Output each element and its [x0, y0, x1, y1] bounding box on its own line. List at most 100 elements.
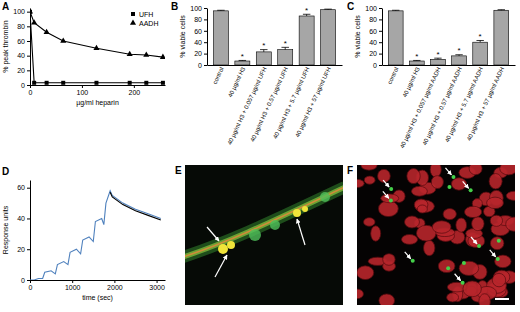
tick-label: 2000	[107, 284, 123, 291]
tick: 40	[369, 39, 382, 46]
green-signal	[469, 188, 473, 192]
tick-label: 60	[194, 28, 202, 35]
cell	[479, 294, 491, 305]
tick: 40 µg/ml H3 + 57 µg/ml UFH	[294, 66, 332, 138]
cell	[357, 179, 364, 187]
tick: control	[212, 66, 225, 85]
marker	[32, 81, 36, 85]
tick-mark	[204, 42, 207, 43]
cell	[492, 273, 505, 286]
tick-label: 60	[369, 28, 377, 35]
cell	[464, 206, 481, 217]
tick: 60	[17, 38, 30, 45]
green-signal	[451, 175, 455, 179]
green-signal	[389, 198, 393, 202]
cell	[357, 289, 363, 299]
error-bar-cap	[217, 10, 225, 11]
tick-mark	[27, 85, 30, 86]
fiber	[185, 187, 343, 257]
significance-marker: *	[415, 52, 418, 61]
cell	[249, 229, 261, 241]
y-axis-title: % peak thrombin	[2, 20, 10, 73]
y-axis: 020406080100	[190, 5, 207, 69]
bar	[409, 61, 424, 65]
panel-label: D	[2, 166, 9, 177]
cell	[506, 217, 515, 231]
tick: 40 µg/ml H3	[402, 66, 421, 99]
tick-label: 40 µg/ml H3 + 5.7 µg/ml AADH	[444, 66, 484, 143]
cell	[218, 244, 228, 254]
tick-mark	[27, 280, 30, 281]
x-axis: 0100020003000	[29, 280, 166, 291]
tick: 2000	[107, 280, 123, 291]
green-signal	[411, 259, 415, 263]
panel-label: C	[347, 1, 354, 12]
tick-mark	[27, 12, 30, 13]
cell	[500, 165, 515, 175]
figure: 020406080100% peak thrombin0100200µg/ml …	[0, 0, 520, 312]
tick-mark	[379, 19, 382, 20]
cell	[431, 176, 443, 189]
tick: 40 µg/ml H3 + 0.057 µg/ml AADH	[399, 66, 442, 149]
tick-mark	[30, 280, 31, 283]
axis-line	[31, 280, 166, 281]
tick-label: 20	[194, 50, 202, 57]
cell	[293, 209, 301, 217]
tick: 20	[17, 246, 30, 253]
tick-mark	[204, 54, 207, 55]
tick-label: 3000	[149, 284, 165, 291]
cell	[405, 216, 420, 228]
tick: 0	[21, 82, 30, 89]
significance-marker: *	[457, 46, 460, 55]
cell	[361, 165, 377, 170]
series-line	[30, 191, 161, 280]
y-axis: 020406080100	[365, 5, 382, 69]
tick-mark	[379, 65, 382, 66]
significance-marker: *	[305, 6, 308, 15]
y-axis-title: % viable cells	[179, 15, 186, 58]
tick: 0	[29, 85, 33, 96]
cell	[379, 294, 395, 305]
tick: 60	[17, 184, 30, 191]
cell	[490, 237, 504, 250]
tick-label: 100	[77, 89, 89, 96]
tick-mark	[204, 65, 207, 66]
tick-mark	[27, 41, 30, 42]
cell	[227, 241, 235, 249]
plot-area	[30, 8, 165, 85]
image-background	[185, 165, 343, 305]
tick-label: 20	[17, 67, 25, 74]
tick: 60	[369, 28, 382, 35]
error-bar-cap	[498, 9, 505, 10]
cell	[456, 218, 467, 232]
tick-label: 40 µg/ml H3 + 5.7 µg/ml UFH	[272, 66, 310, 139]
tick-label: 200	[129, 89, 141, 96]
bar	[494, 10, 509, 65]
cell	[487, 197, 504, 208]
cell	[463, 281, 481, 297]
tick: 80	[369, 16, 382, 23]
fiber	[185, 187, 343, 257]
tick-label: 0	[373, 62, 377, 69]
bar	[299, 16, 314, 65]
cell	[472, 217, 484, 231]
x-axis: control40 µg/ml H340 µg/ml H3 + 0.057 µg…	[383, 66, 516, 150]
significance-marker: *	[241, 52, 244, 61]
legend-symbol	[130, 19, 136, 24]
cell	[357, 266, 374, 280]
tick: 40 µg/ml H3 + 0.57 µg/ml UFH	[249, 66, 289, 142]
tick-mark	[204, 19, 207, 20]
panel-label: B	[171, 1, 178, 12]
tick-mark	[114, 280, 115, 283]
tick: 60	[194, 28, 207, 35]
marker	[31, 19, 37, 24]
tick-label: 40 µg/ml H3 + 0.57 µg/ml UFH	[249, 66, 289, 142]
tick-mark	[30, 85, 31, 88]
axis-line	[208, 65, 343, 66]
tick-label: 60	[17, 184, 25, 191]
tick-mark	[82, 85, 83, 88]
tick-label: 40 µg/ml H3 + 57 µg/ml AADH	[466, 66, 505, 141]
tick: 20	[194, 50, 207, 57]
tick-mark	[204, 8, 207, 9]
tick-mark	[134, 85, 135, 88]
